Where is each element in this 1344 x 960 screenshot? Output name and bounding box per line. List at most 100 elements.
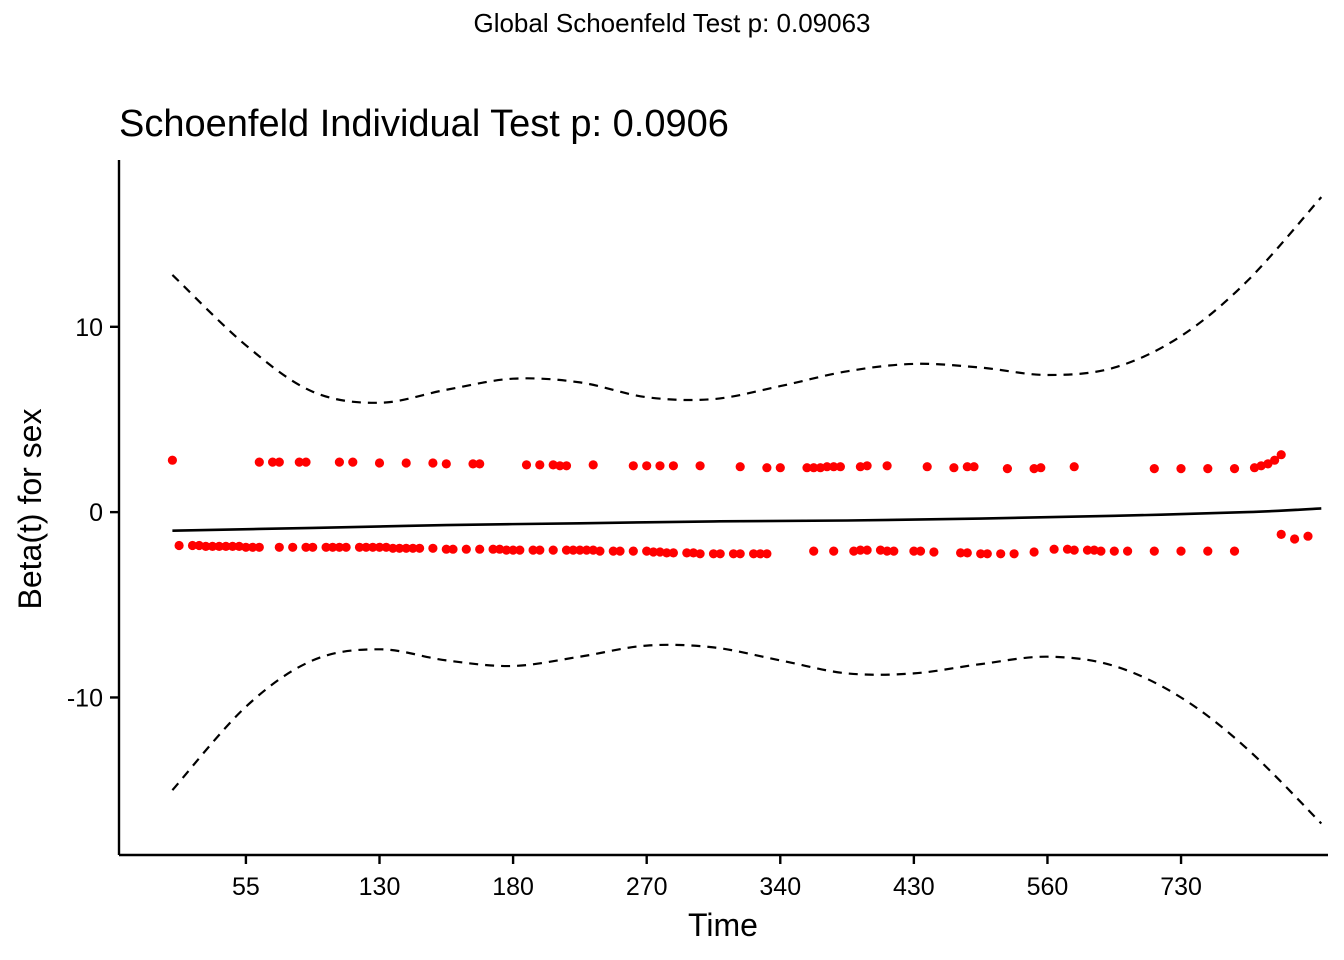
residual-point [1290, 534, 1300, 544]
residual-point [1109, 546, 1119, 556]
residual-point [1002, 464, 1013, 474]
residual-point [1036, 463, 1046, 473]
residual-point [415, 543, 425, 553]
y-axis-title: Beta(t) for sex [12, 409, 48, 610]
residual-point [889, 546, 899, 556]
residual-point [501, 545, 511, 555]
residual-point [829, 462, 839, 472]
residual-point [1149, 464, 1159, 474]
residual-point [441, 459, 451, 469]
x-tick-label: 180 [492, 873, 534, 901]
global-test-suptitle: Global Schoenfeld Test p: 0.09063 [473, 8, 870, 38]
residual-point [1049, 544, 1059, 554]
residual-point [368, 542, 378, 552]
residual-point [461, 544, 471, 554]
residual-point [1029, 464, 1039, 474]
residual-point [1082, 545, 1093, 555]
residual-point [374, 542, 385, 552]
residual-point [568, 545, 578, 555]
x-axis-title: Time [688, 907, 758, 943]
residual-point [956, 548, 966, 558]
residual-point [628, 546, 638, 556]
residual-point [201, 541, 211, 552]
residual-point [475, 459, 485, 469]
residual-point [555, 461, 565, 471]
residual-point [655, 461, 665, 471]
residual-point [862, 545, 872, 555]
residual-point [1123, 546, 1133, 556]
residual-point [982, 549, 992, 559]
residual-point [762, 549, 772, 559]
residual-point [615, 546, 625, 556]
residual-point [855, 545, 866, 555]
y-tick-label: 10 [75, 314, 103, 342]
residual-point [228, 541, 238, 552]
residual-point [301, 542, 311, 552]
residual-point [294, 457, 304, 467]
residual-point [655, 547, 665, 557]
residual-point [401, 543, 411, 553]
residual-point [882, 546, 892, 556]
residual-point [468, 459, 478, 469]
x-tick-label: 55 [232, 873, 260, 901]
residual-point [308, 542, 318, 552]
residual-point [207, 541, 218, 552]
residual-point [1029, 547, 1039, 557]
residual-point [755, 549, 765, 559]
residual-point [1263, 459, 1273, 469]
residual-point [268, 457, 278, 467]
residual-point [374, 458, 385, 468]
residual-point [735, 462, 745, 472]
residual-point [254, 542, 264, 552]
x-tick-label: 730 [1160, 873, 1202, 901]
residual-point [642, 461, 652, 471]
residual-point [855, 462, 866, 472]
x-tick-label: 270 [626, 873, 668, 901]
residual-point [628, 461, 638, 471]
residual-point [688, 548, 699, 558]
x-tick-label: 340 [759, 873, 801, 901]
residual-point [561, 461, 572, 471]
residual-point [809, 546, 819, 556]
residual-point [221, 541, 231, 552]
residual-point [809, 463, 819, 473]
x-tick-label: 430 [893, 873, 935, 901]
residual-point [401, 458, 411, 468]
residual-point [715, 549, 725, 559]
residual-point [1069, 545, 1079, 555]
x-tick-label: 560 [1027, 873, 1069, 901]
residual-point [976, 549, 986, 559]
residual-point [682, 548, 692, 558]
residual-point [475, 544, 485, 554]
residual-point [735, 549, 745, 559]
residual-point [1096, 546, 1106, 556]
residual-point [254, 457, 264, 467]
residual-point [582, 545, 592, 555]
residual-point [648, 547, 659, 557]
residual-point [695, 549, 705, 559]
residual-point [535, 460, 545, 470]
residual-point [495, 544, 505, 554]
residual-point [962, 548, 972, 558]
residual-point [1229, 464, 1240, 474]
residual-point [428, 458, 438, 468]
lower-ci-line [171, 643, 1323, 825]
residual-point [775, 463, 785, 473]
residual-point [1276, 529, 1286, 540]
residual-point [394, 543, 405, 553]
residual-point [334, 542, 344, 552]
residual-point [929, 547, 939, 557]
residual-point [829, 546, 839, 556]
residual-point [608, 546, 618, 556]
residual-point [321, 542, 331, 552]
residual-point [548, 545, 558, 555]
residual-point [802, 463, 812, 473]
residual-point [835, 462, 846, 472]
residual-point [187, 540, 198, 551]
residual-point [348, 457, 358, 467]
residual-point [762, 463, 772, 473]
residual-point [1176, 546, 1186, 556]
residual-point [388, 543, 398, 553]
residual-point [882, 461, 892, 471]
